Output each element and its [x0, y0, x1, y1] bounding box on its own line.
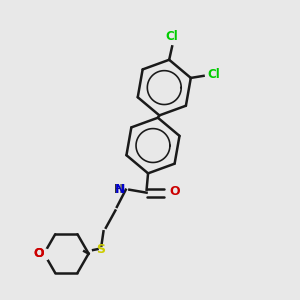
Text: N: N: [115, 183, 125, 196]
Text: S: S: [96, 243, 105, 256]
Text: Cl: Cl: [207, 68, 220, 82]
Text: Cl: Cl: [166, 30, 178, 44]
Text: O: O: [33, 247, 44, 260]
Text: H: H: [114, 183, 123, 196]
Text: O: O: [170, 185, 180, 198]
Text: O: O: [33, 247, 44, 260]
